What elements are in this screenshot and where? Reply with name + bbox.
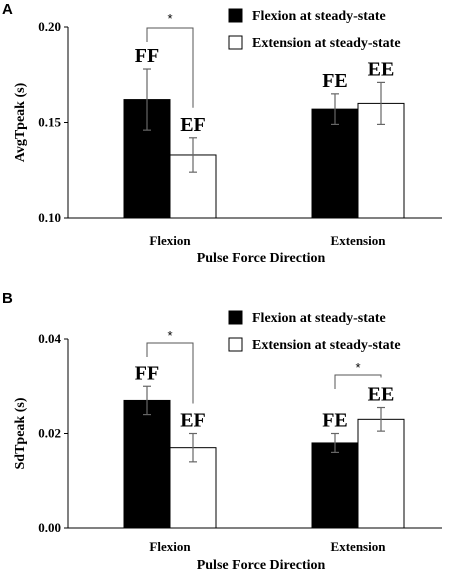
x-axis-title: Pulse Force Direction	[197, 251, 326, 266]
bar-fe	[311, 442, 359, 529]
significance-star: *	[167, 11, 172, 26]
bar-label: FF	[135, 362, 159, 384]
legend-swatch	[228, 310, 243, 325]
bar-label: EF	[180, 114, 206, 136]
bar-label: EF	[180, 410, 206, 432]
x-tick-label: Extension	[331, 539, 387, 554]
legend: Flexion at steady-state Extension at stea…	[228, 8, 401, 51]
error-bar	[143, 68, 151, 131]
bar-fe	[311, 108, 359, 219]
legend-label: Extension at steady-state	[252, 36, 401, 51]
significance-bracket	[146, 342, 194, 404]
x-tick-label: Extension	[331, 233, 387, 248]
x-tick-label: Flexion	[149, 233, 191, 248]
significance-star: *	[355, 360, 360, 375]
x-tick-label: Flexion	[149, 539, 191, 554]
legend-swatch	[228, 337, 243, 352]
legend-label: Extension at steady-state	[252, 338, 401, 353]
error-bar	[143, 385, 151, 416]
error-bar	[189, 432, 197, 463]
legend-label: Flexion at steady-state	[252, 9, 386, 24]
bar-label: EE	[368, 58, 395, 80]
bar-ee	[357, 418, 405, 529]
chart-panel-b: B 0.00 0.02 0.04 Flexion Extension Pulse Force…	[2, 290, 442, 573]
bar-label: FF	[135, 45, 159, 67]
panel-letter: A	[2, 1, 13, 18]
y-tick-label: 0.15	[38, 115, 61, 130]
bar-ff	[123, 399, 171, 529]
y-tick-label: 0.04	[38, 331, 61, 346]
y-axis-title: AvgTpeak (s)	[13, 82, 28, 162]
y-tick-label: 0.02	[38, 426, 61, 441]
legend-swatch	[228, 35, 243, 50]
y-tick-label: 0.00	[38, 520, 61, 535]
chart-panel-a: A 0.10 0.15 0.20 Flexion Extension Pulse Force…	[2, 1, 442, 266]
legend-swatch	[228, 8, 243, 23]
panel-letter: B	[2, 290, 13, 307]
error-bar	[377, 406, 385, 432]
y-axis-title: SdTpeak (s)	[13, 397, 28, 469]
y-tick-label: 0.10	[38, 210, 61, 225]
legend: Flexion at steady-state Extension at stea…	[228, 310, 401, 353]
significance-bracket	[146, 27, 194, 108]
bar-label: EE	[368, 384, 395, 406]
y-tick-label: 0.20	[38, 19, 61, 34]
significance-star: *	[167, 328, 172, 343]
bar-label: FE	[322, 410, 348, 432]
error-bar	[331, 432, 339, 453]
bar-label: FE	[322, 70, 348, 92]
legend-label: Flexion at steady-state	[252, 311, 386, 326]
error-bar	[189, 137, 197, 173]
significance-bracket	[334, 374, 382, 389]
x-axis-title: Pulse Force Direction	[197, 558, 326, 573]
error-bar	[331, 93, 339, 126]
error-bar	[377, 81, 385, 126]
